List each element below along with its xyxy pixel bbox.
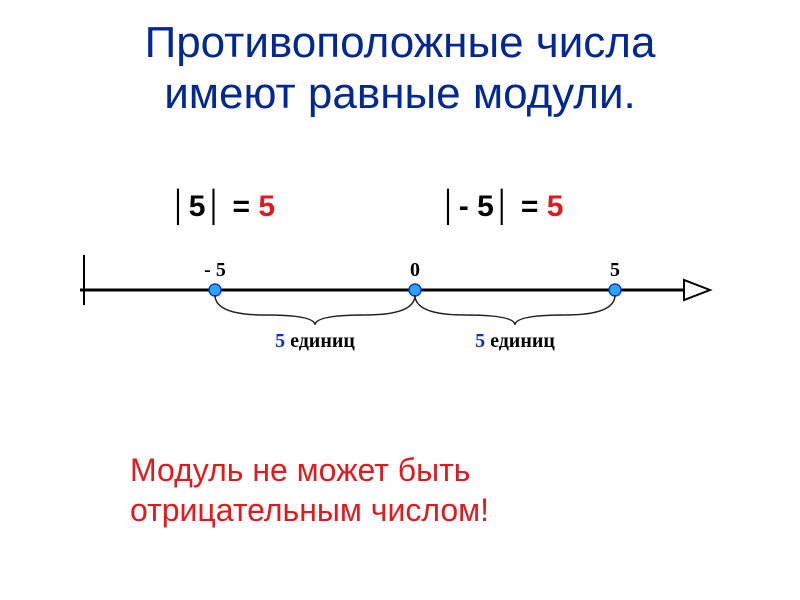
title-line-2: имеют равные модули. [0, 69, 800, 120]
brace-label-0: 5 единиц [275, 330, 355, 352]
number-line-point-pos5 [609, 284, 621, 296]
equation-abs-5: │5│ = 5 [170, 190, 275, 224]
abs-bar: │ [170, 190, 189, 223]
equation-abs-neg5: │- 5│ = 5 [440, 190, 563, 224]
abs-result: 5 [547, 190, 564, 223]
equals-sign: = [224, 190, 258, 223]
axis-arrowhead-icon [684, 280, 710, 300]
brace-label-1: 5 единиц [475, 330, 555, 352]
equals-sign: = [513, 190, 547, 223]
abs-value: - 5 [459, 190, 494, 223]
abs-bar: │ [205, 190, 224, 223]
brace-neg5-zero [215, 295, 415, 325]
abs-value: 5 [189, 190, 206, 223]
number-line: - 5 0 5 5 единиц 5 единиц [80, 245, 720, 375]
number-line-point-neg5 [209, 284, 221, 296]
title-line-1: Противоположные числа [0, 18, 800, 69]
tick-label-zero: 0 [410, 259, 420, 281]
number-line-point-zero [409, 284, 421, 296]
slide-title: Противоположные числа имеют равные модул… [0, 18, 800, 119]
footer-note: Модуль не может быть отрицательным число… [130, 450, 690, 530]
tick-label-pos5: 5 [610, 259, 620, 281]
brace-zero-pos5 [415, 295, 615, 325]
abs-bar: │ [494, 190, 513, 223]
abs-result: 5 [258, 190, 275, 223]
abs-bar: │ [440, 190, 459, 223]
footer-line-1: Модуль не может быть [130, 450, 690, 490]
footer-line-2: отрицательным числом! [130, 490, 690, 530]
tick-label-neg5: - 5 [204, 259, 226, 281]
